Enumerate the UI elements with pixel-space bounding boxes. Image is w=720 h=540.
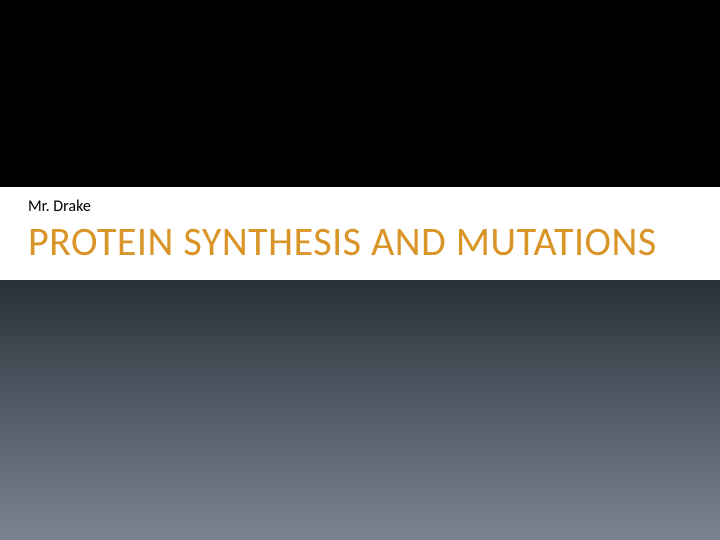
slide-title: PROTEIN SYNTHESIS AND MUTATIONS: [28, 220, 692, 264]
slide-content-band: Mr. Drake PROTEIN SYNTHESIS AND MUTATION…: [0, 187, 720, 280]
slide-subtitle: Mr. Drake: [28, 197, 692, 216]
slide-top-spacer: [0, 0, 720, 187]
slide-bottom-gradient: [0, 280, 720, 540]
presentation-slide: Mr. Drake PROTEIN SYNTHESIS AND MUTATION…: [0, 0, 720, 540]
